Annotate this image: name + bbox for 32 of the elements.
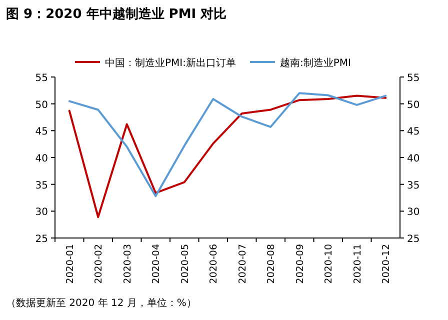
y-tick-label: 30 [35,207,48,218]
x-tick-label: 2020-12 [381,244,392,284]
line-series [68,92,387,198]
x-tick-label: 2020-11 [352,244,364,284]
legend-label: 越南:制造业PMI [280,57,351,69]
chart-title: 图 9：2020 年中越制造业 PMI 对比 [6,7,227,22]
x-tick-label: 2020-08 [266,244,278,284]
y2-tick-label: 30 [407,207,420,218]
line-series [68,94,387,218]
y2-tick-label: 35 [407,180,420,192]
x-tick-label: 2020-04 [151,244,162,284]
y-tick-label: 45 [35,126,48,138]
y2-tick-label: 25 [407,234,420,245]
y-tick-label: 35 [35,180,48,192]
y2-tick-label: 45 [407,126,420,138]
y-tick-label: 50 [35,100,48,111]
x-tick-label: 2020-05 [180,244,191,284]
y-tick-label: 55 [35,73,48,84]
y-tick-label: 25 [35,234,48,245]
x-tick-label: 2020-06 [208,244,220,284]
y2-tick-label: 50 [407,100,420,111]
x-tick-label: 2020-07 [237,244,248,284]
y-tick-label: 40 [35,154,48,164]
y2-tick-label: 55 [407,73,420,84]
x-tick-label: 2020-10 [324,244,335,284]
legend-label: 中国：制造业PMI:新出口订单 [105,57,236,69]
x-tick-label: 2020-03 [122,244,134,284]
x-tick-label: 2020-02 [94,244,105,284]
x-tick-label: 2020-01 [64,244,76,284]
text: （数据更新至 2020 年 12 月，单位：%） [6,297,196,309]
x-tick-label: 2020-09 [294,244,306,284]
y2-tick-label: 40 [407,154,420,164]
